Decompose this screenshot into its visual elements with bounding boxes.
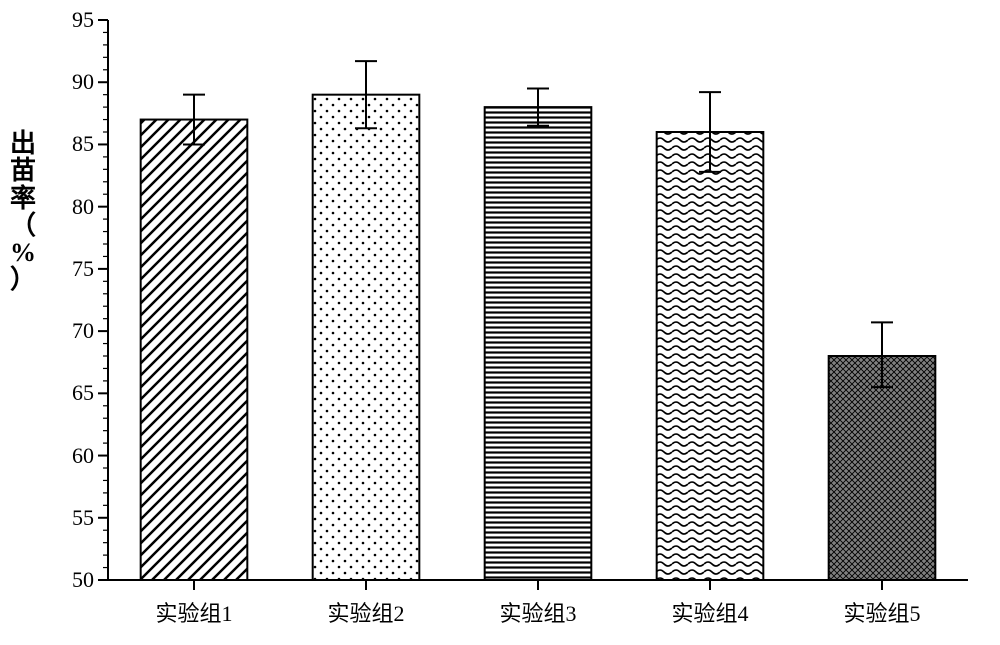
y-tick-label: 80 xyxy=(56,194,94,220)
y-tick-label: 75 xyxy=(56,256,94,282)
x-tick-label: 实验组4 xyxy=(624,596,796,628)
bar xyxy=(829,356,936,580)
bar-chart: 出 苗 率 （ % ） xyxy=(0,0,1000,645)
bar xyxy=(141,120,248,580)
bar xyxy=(485,107,592,580)
chart-svg xyxy=(0,0,1000,645)
y-tick-label: 95 xyxy=(56,7,94,33)
y-tick-label: 90 xyxy=(56,69,94,95)
y-tick-label: 50 xyxy=(56,567,94,593)
bar xyxy=(313,95,420,580)
x-tick-label: 实验组5 xyxy=(796,596,968,628)
x-tick-label: 实验组1 xyxy=(108,596,280,628)
y-tick-label: 85 xyxy=(56,131,94,157)
y-tick-label: 60 xyxy=(56,443,94,469)
bar xyxy=(657,132,764,580)
y-tick-label: 55 xyxy=(56,505,94,531)
y-tick-label: 65 xyxy=(56,380,94,406)
x-tick-label: 实验组2 xyxy=(280,596,452,628)
x-tick-label: 实验组3 xyxy=(452,596,624,628)
y-tick-label: 70 xyxy=(56,318,94,344)
